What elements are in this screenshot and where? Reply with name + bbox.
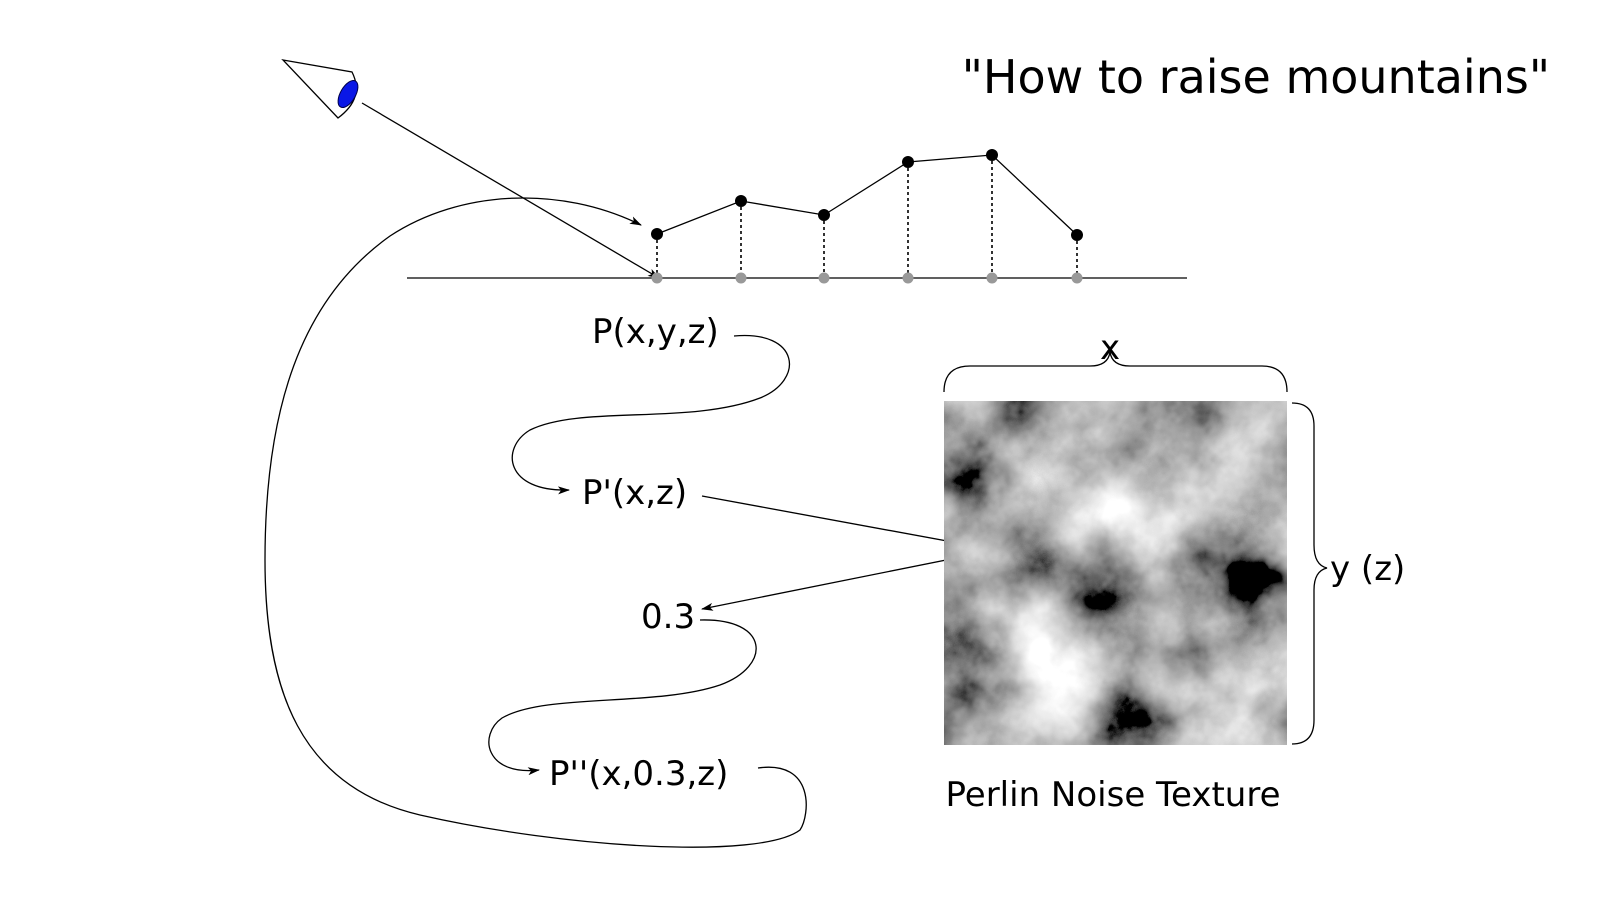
height-point <box>818 209 830 221</box>
label-sample-value: 0.3 <box>641 597 695 637</box>
flow-arrow-project <box>511 334 790 495</box>
eye-icon <box>281 59 359 119</box>
texture-caption: Perlin Noise Texture <box>945 775 1280 815</box>
flow-arrow-back-to-terrain <box>264 197 807 848</box>
ground-point <box>986 272 998 284</box>
ground-point <box>735 272 747 284</box>
label-texture-height: y (z) <box>1330 549 1405 589</box>
view-ray-arrow <box>361 102 660 279</box>
diagram-title: "How to raise mountains" <box>962 50 1550 104</box>
label-point: P(x,y,z) <box>592 312 719 352</box>
height-point <box>651 228 663 240</box>
perlin-noise-texture <box>944 401 1287 745</box>
terrain-profile <box>656 154 1078 236</box>
height-point <box>735 195 747 207</box>
ground-point <box>902 272 914 284</box>
label-texture-width: x <box>1100 328 1120 368</box>
height-point <box>902 156 914 168</box>
width-brace <box>943 351 1288 393</box>
ground-point <box>818 272 830 284</box>
height-point <box>986 149 998 161</box>
label-point-projected: P'(x,z) <box>582 473 687 513</box>
ground-point <box>651 272 663 284</box>
flow-arrow-raise <box>488 619 757 776</box>
label-point-raised: P''(x,0.3,z) <box>549 754 728 794</box>
height-point <box>1071 229 1083 241</box>
height-brace <box>1291 402 1328 745</box>
eye-pupil <box>337 79 359 109</box>
ground-point <box>1071 272 1083 284</box>
